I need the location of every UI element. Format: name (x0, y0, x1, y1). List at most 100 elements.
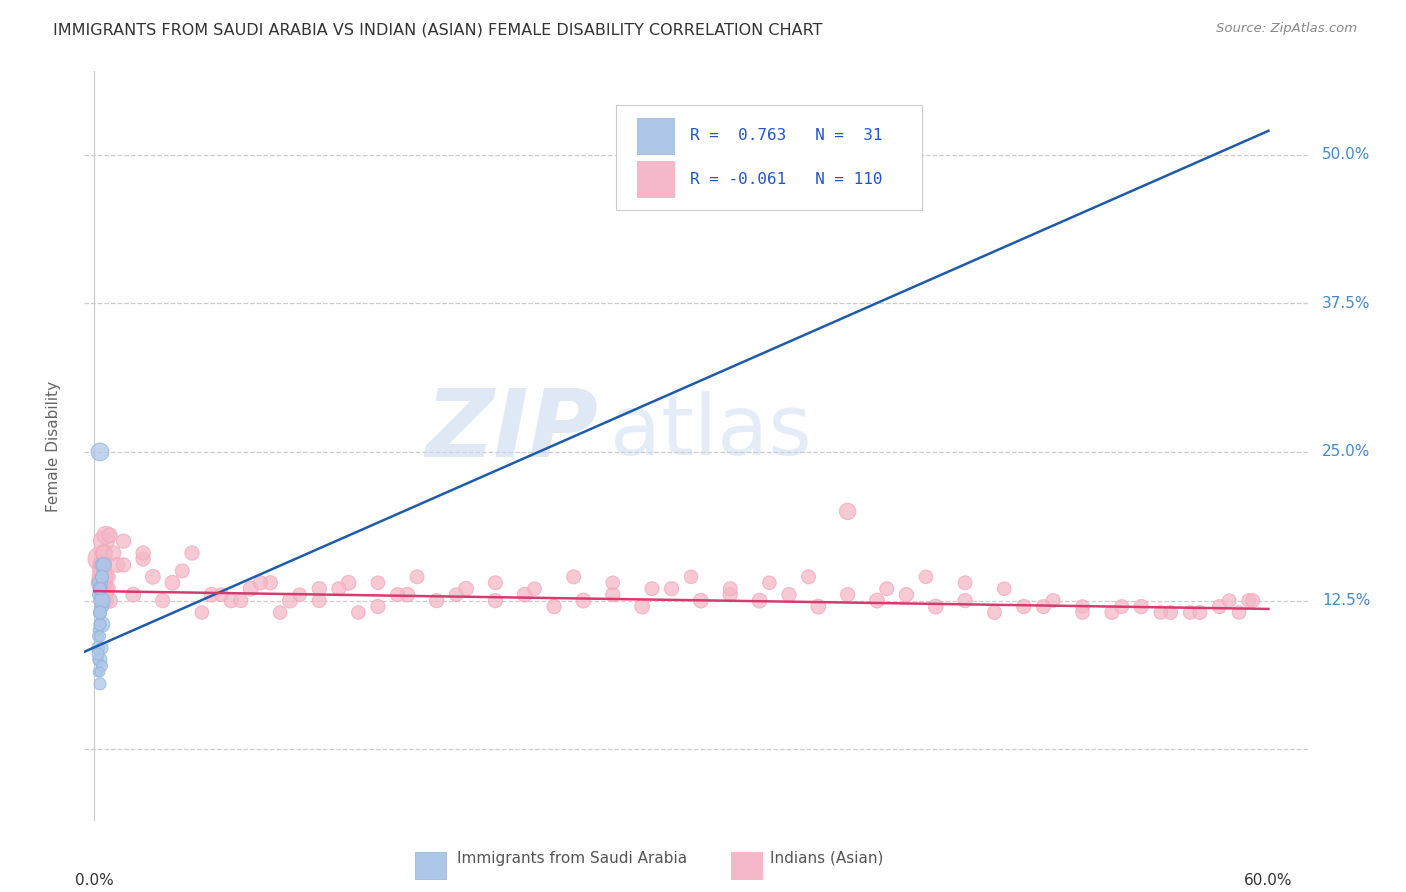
Point (89, 445, 111, 459)
Point (269, 606, 291, 620)
Point (953, 575, 976, 590)
Point (866, 593, 889, 607)
Bar (637, 118, 673, 153)
Point (367, 575, 389, 590)
Point (93, 570, 115, 584)
Point (259, 575, 281, 590)
Point (87, 624, 110, 638)
Point (1071, 599, 1094, 614)
Point (172, 564, 194, 578)
Point (807, 599, 830, 614)
Point (876, 582, 898, 596)
Point (181, 546, 204, 560)
Point (308, 582, 330, 596)
Point (778, 588, 800, 602)
Point (87, 629, 110, 643)
Point (87, 647, 110, 661)
Point (93, 575, 115, 590)
Point (89, 617, 111, 632)
Point (249, 575, 271, 590)
Point (112, 558, 135, 572)
Point (94, 528, 117, 542)
Text: 37.5%: 37.5% (1322, 296, 1371, 310)
Point (308, 593, 330, 607)
Point (87, 653, 110, 667)
Point (89, 582, 111, 596)
Point (152, 593, 174, 607)
Point (1101, 606, 1123, 620)
Point (229, 593, 252, 607)
Point (1178, 606, 1201, 620)
Text: Source: ZipAtlas.com: Source: ZipAtlas.com (1216, 22, 1357, 36)
Point (1208, 599, 1230, 614)
Point (93, 534, 115, 549)
Point (89, 570, 111, 584)
Point (278, 593, 301, 607)
Point (89, 575, 111, 590)
Point (1042, 593, 1064, 607)
Point (89, 606, 111, 620)
Point (91, 570, 114, 584)
Point (797, 570, 820, 584)
Point (112, 534, 135, 549)
Point (993, 582, 1015, 596)
Point (94, 582, 117, 596)
FancyBboxPatch shape (616, 105, 922, 210)
Point (122, 588, 145, 602)
Point (484, 593, 506, 607)
Point (200, 588, 222, 602)
Text: 60.0%: 60.0% (1244, 873, 1292, 888)
Point (87, 665, 110, 679)
Point (896, 588, 918, 602)
Text: Indians (Asian): Indians (Asian) (770, 851, 884, 865)
Point (91, 617, 114, 632)
Point (1237, 593, 1260, 607)
Point (1012, 599, 1035, 614)
Point (89, 564, 111, 578)
Point (572, 593, 595, 607)
Point (1111, 599, 1133, 614)
Point (396, 588, 419, 602)
Point (562, 570, 585, 584)
Text: ZIP: ZIP (425, 385, 598, 477)
Point (103, 546, 125, 560)
Bar (637, 161, 673, 197)
Point (89, 653, 111, 667)
Point (454, 582, 477, 596)
Point (1160, 606, 1182, 620)
Point (89, 582, 111, 596)
Point (89, 665, 111, 679)
Point (93, 575, 115, 590)
Text: 50.0%: 50.0% (1322, 147, 1371, 162)
Point (718, 582, 741, 596)
Point (87, 641, 110, 656)
Point (837, 588, 859, 602)
Point (89, 575, 111, 590)
Point (925, 599, 948, 614)
Point (91, 558, 114, 572)
Point (94, 593, 117, 607)
Point (602, 575, 624, 590)
Point (426, 593, 449, 607)
Point (288, 588, 311, 602)
Point (219, 593, 242, 607)
Point (523, 582, 546, 596)
Point (162, 575, 184, 590)
Text: Female Disability: Female Disability (46, 380, 62, 512)
Point (209, 588, 232, 602)
Point (983, 606, 1005, 620)
Point (94, 588, 117, 602)
Point (347, 606, 370, 620)
Point (748, 593, 770, 607)
Point (953, 593, 976, 607)
Point (1150, 606, 1173, 620)
Point (406, 570, 429, 584)
Point (97, 570, 120, 584)
Point (93, 558, 115, 572)
Point (543, 599, 565, 614)
Text: 0.0%: 0.0% (75, 873, 114, 888)
Point (89, 629, 111, 643)
Point (602, 588, 624, 602)
Point (1218, 593, 1240, 607)
Point (91, 558, 114, 572)
